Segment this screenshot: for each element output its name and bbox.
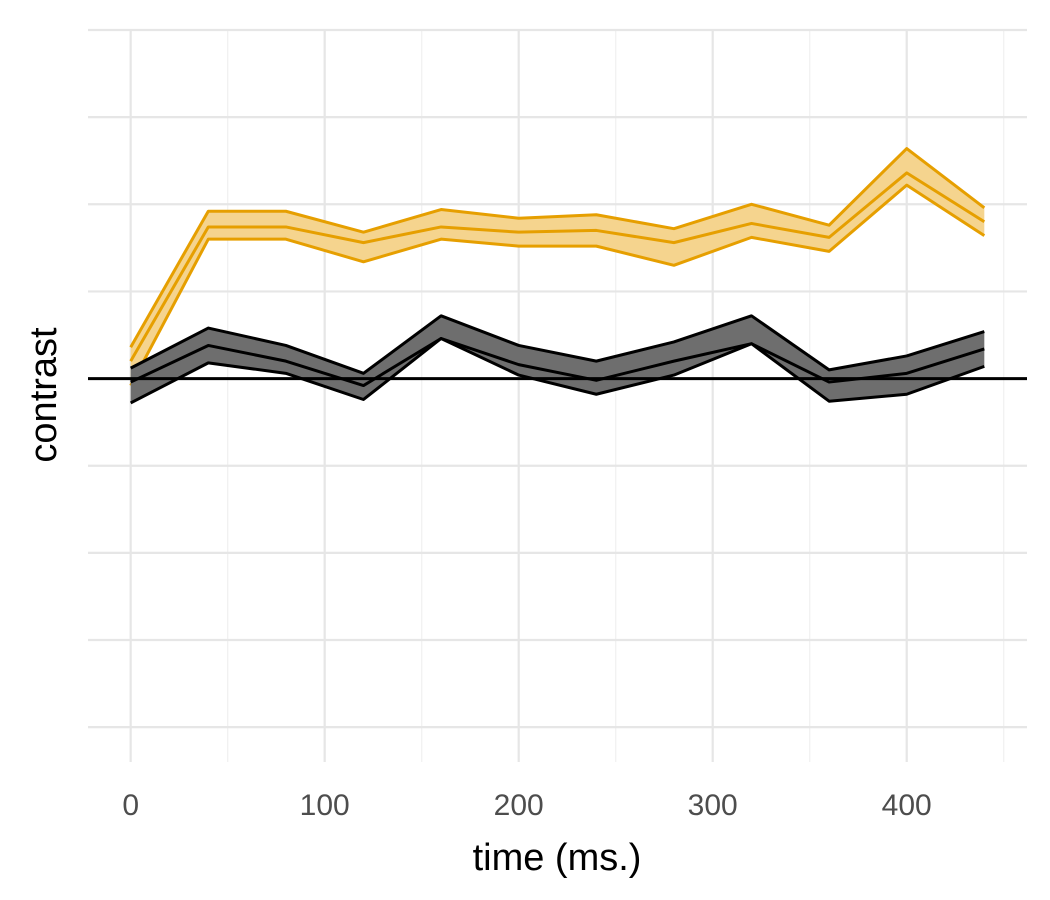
- x-tick-label: 100: [300, 789, 350, 822]
- band-lower-edge: [129, 336, 985, 405]
- band-lower-edge: [129, 183, 986, 387]
- band-upper-edge: [129, 147, 986, 348]
- vertical-gridlines: [129, 30, 908, 762]
- x-tick-label: 200: [494, 789, 544, 822]
- x-tick-label: 0: [122, 789, 139, 822]
- x-tick-labels: 0 100 200 300 400: [122, 789, 931, 822]
- x-axis-title: time (ms.): [473, 837, 642, 879]
- series-layer: [129, 147, 986, 405]
- confidence-band: [130, 315, 985, 403]
- band-upper-edge: [129, 314, 985, 375]
- series-line: [130, 336, 985, 388]
- y-axis-title: contrast: [23, 327, 65, 463]
- x-tick-label: 300: [688, 789, 738, 822]
- series-line: [129, 171, 986, 362]
- series-2: [129, 314, 985, 405]
- confidence-band: [130, 148, 985, 386]
- series-1: [129, 147, 986, 387]
- x-tick-label: 400: [882, 789, 932, 822]
